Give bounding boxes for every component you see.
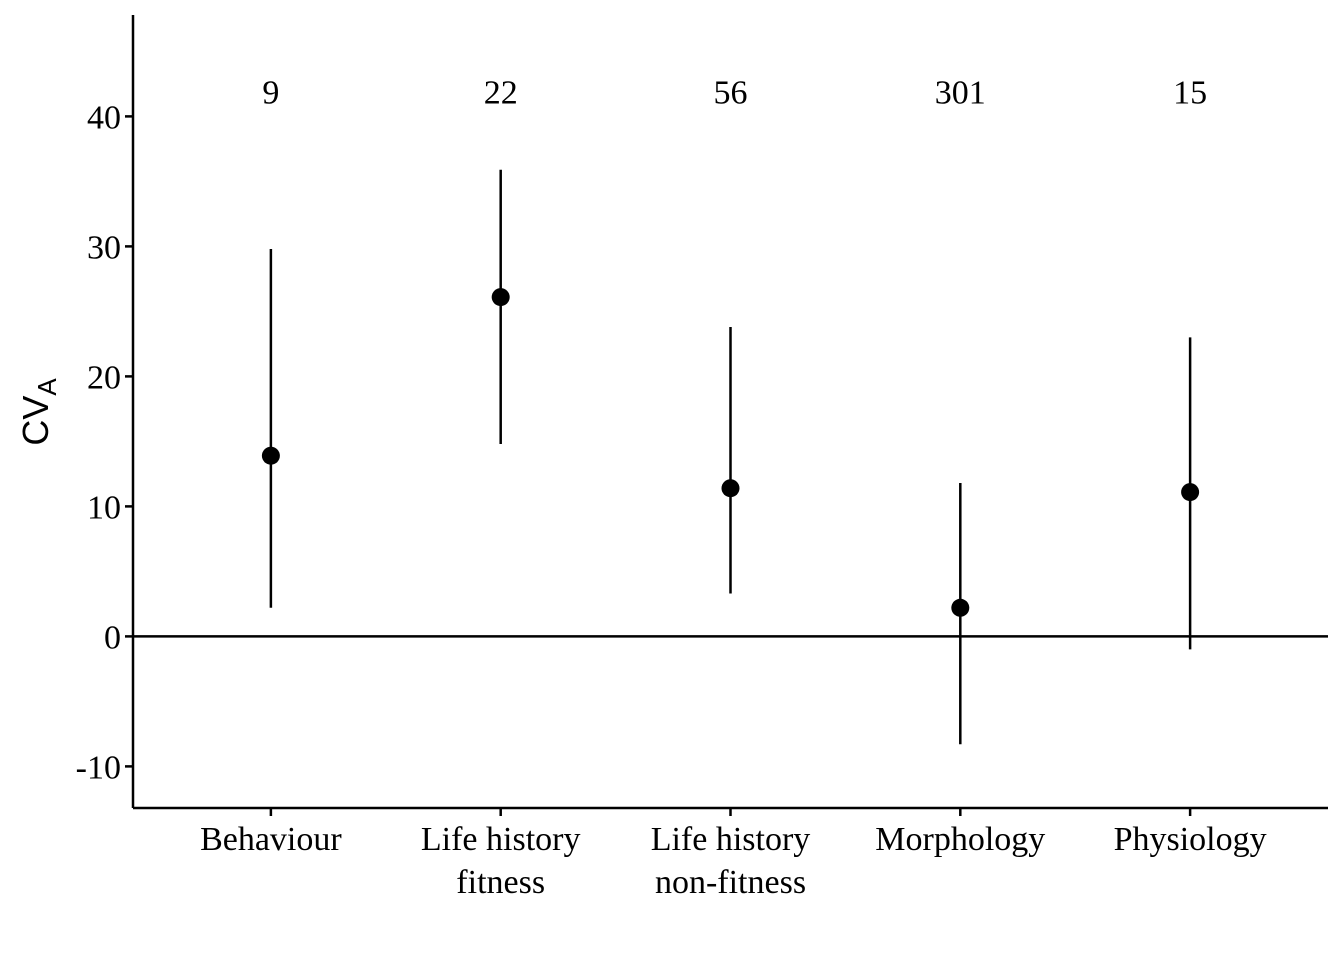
- point: [721, 479, 740, 498]
- count-label: 15: [1173, 75, 1207, 112]
- x-tick-label: Life history non-fitness: [651, 821, 811, 901]
- x-tick-label-line: Behaviour: [200, 821, 342, 858]
- x-tick-label: Physiology: [1114, 821, 1267, 858]
- x-tick-label: Life history fitness: [421, 821, 581, 901]
- x-tick-label-line: non-fitness: [655, 864, 806, 901]
- point: [261, 446, 280, 465]
- count-label: 9: [262, 75, 279, 112]
- point: [1181, 483, 1200, 502]
- count-label: 301: [935, 75, 986, 112]
- y-tick-label: 30: [87, 229, 121, 266]
- y-tick-label: 40: [87, 99, 121, 136]
- count-label: 22: [484, 75, 518, 112]
- x-tick-label: Morphology: [875, 821, 1045, 858]
- point: [951, 598, 970, 617]
- x-tick-label-line: Life history: [651, 821, 811, 858]
- y-label-subscript: A: [32, 378, 62, 396]
- count-label: 56: [714, 75, 748, 112]
- y-tick-label: 0: [104, 619, 121, 656]
- x-tick-label-line: Life history: [421, 821, 581, 858]
- y-tick-label: -10: [76, 749, 121, 786]
- x-tick-label-line: Morphology: [875, 821, 1045, 858]
- y-tick-label: 20: [87, 359, 121, 396]
- x-tick-label-line: Physiology: [1114, 821, 1267, 858]
- x-tick-label: Behaviour: [200, 821, 342, 858]
- y-tick-label: 10: [87, 489, 121, 526]
- point: [491, 288, 510, 307]
- x-tick-label-line: fitness: [456, 864, 545, 901]
- y-axis-label: CVA: [15, 378, 62, 446]
- y-label-main: CV: [15, 396, 56, 446]
